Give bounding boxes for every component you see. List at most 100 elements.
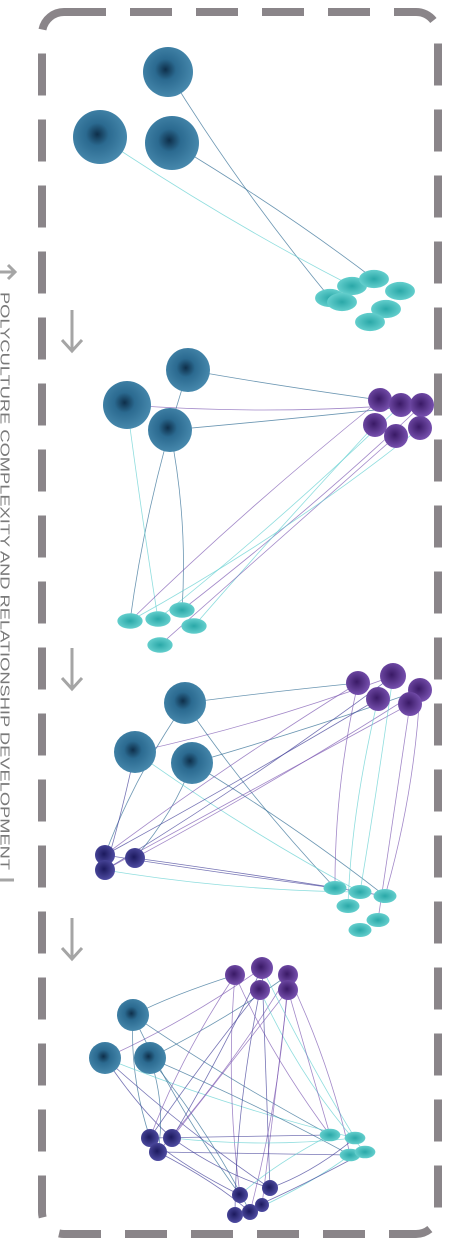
node: [166, 348, 210, 392]
edge: [149, 974, 236, 1139]
node: [149, 1143, 167, 1161]
node: [250, 980, 270, 1000]
node: [389, 393, 413, 417]
edge: [149, 1057, 351, 1156]
edge: [347, 698, 379, 907]
node: [147, 637, 173, 653]
node: [336, 899, 360, 913]
arrow-down: [60, 648, 84, 692]
edge: [104, 682, 359, 856]
edge: [171, 989, 289, 1139]
node: [363, 413, 387, 437]
edge: [191, 689, 421, 764]
edge: [187, 369, 381, 401]
node: [348, 885, 372, 899]
node: [373, 889, 397, 903]
edge: [132, 1014, 331, 1136]
node: [117, 999, 149, 1031]
node: [319, 1128, 341, 1142]
node: [354, 1145, 376, 1159]
node: [145, 611, 171, 627]
edge: [184, 702, 336, 889]
edge: [171, 142, 375, 280]
edge: [159, 435, 397, 646]
edge: [269, 1137, 356, 1189]
node: [344, 1131, 366, 1145]
node: [117, 613, 143, 629]
edge: [259, 989, 366, 1153]
edge: [129, 399, 381, 622]
node: [380, 663, 406, 689]
edge: [359, 675, 394, 893]
dashed-frame: [38, 8, 442, 1238]
edge: [104, 698, 379, 856]
node: [232, 1187, 248, 1203]
edge: [132, 1014, 151, 1139]
edge: [384, 689, 421, 897]
node: [278, 980, 298, 1000]
edge: [104, 702, 186, 856]
node: [251, 957, 273, 979]
edge: [132, 1014, 241, 1196]
edge: [157, 1151, 251, 1213]
node: [346, 671, 370, 695]
node: [348, 923, 372, 937]
node: [227, 1207, 243, 1223]
node: [278, 965, 298, 985]
node: [398, 692, 422, 716]
edge: [287, 989, 331, 1136]
arrow-down: [60, 918, 84, 962]
edge: [134, 751, 361, 893]
node: [148, 408, 192, 452]
node: [95, 845, 115, 865]
edge: [132, 974, 236, 1016]
node: [368, 388, 392, 412]
node: [163, 1129, 181, 1147]
arrow-down: [60, 310, 84, 354]
edge: [171, 1137, 271, 1189]
node: [73, 110, 127, 164]
edge: [230, 974, 241, 1196]
node: [366, 687, 390, 711]
node: [171, 742, 213, 784]
node: [242, 1204, 258, 1220]
node: [125, 848, 145, 868]
edge: [104, 1057, 356, 1139]
edge: [99, 136, 353, 287]
edge: [191, 762, 386, 897]
node: [145, 116, 199, 170]
edge: [149, 974, 289, 1059]
edge: [261, 989, 289, 1206]
edge: [104, 675, 394, 871]
arrow-in: [0, 263, 18, 281]
node: [410, 393, 434, 417]
edge: [167, 71, 331, 299]
edge: [134, 689, 421, 859]
node: [255, 1198, 269, 1212]
edge: [104, 1057, 271, 1189]
edge: [334, 682, 359, 889]
edge: [239, 1134, 331, 1196]
edge: [157, 1151, 351, 1156]
edge: [261, 967, 356, 1139]
edge: [287, 974, 351, 1156]
edge: [104, 967, 263, 1059]
node: [225, 965, 245, 985]
node: [143, 47, 193, 97]
edge: [126, 404, 402, 411]
edge: [149, 989, 261, 1139]
arrows: [0, 263, 84, 962]
side-label: POLYCULTURE COMPLEXITY AND RELATIONSHIP …: [0, 292, 13, 870]
node: [337, 276, 367, 296]
node: [359, 269, 389, 289]
edge: [129, 369, 189, 622]
edge: [193, 424, 376, 627]
edge: [184, 682, 359, 704]
edge: [134, 857, 386, 897]
node: [181, 618, 207, 634]
node: [169, 602, 195, 618]
edge: [234, 974, 331, 1136]
node: [164, 682, 206, 724]
node: [355, 312, 385, 332]
